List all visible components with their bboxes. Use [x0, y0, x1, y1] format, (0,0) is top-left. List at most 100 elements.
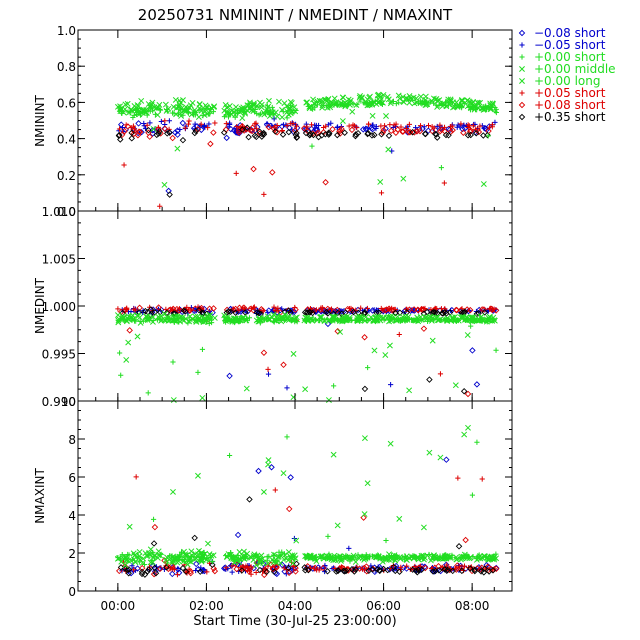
yticks-nmaxint: 0 2 4 6 8 10 [61, 395, 512, 599]
data-point [270, 125, 278, 132]
data-point [228, 562, 235, 569]
data-point [254, 126, 260, 132]
data-point [124, 315, 131, 322]
data-point [156, 128, 163, 135]
data-point [119, 124, 126, 131]
data-point [464, 132, 472, 139]
data-point [469, 314, 476, 321]
data-point [242, 553, 249, 560]
data-point [417, 314, 424, 320]
data-point [253, 120, 259, 126]
data-point [324, 568, 331, 575]
data-point [474, 439, 480, 445]
data-point [145, 390, 151, 396]
data-point [223, 565, 229, 571]
data-point [211, 315, 218, 321]
data-point [287, 98, 294, 105]
data-point [246, 315, 253, 321]
data-point [121, 127, 128, 135]
data-point [361, 511, 368, 518]
data-point [353, 102, 360, 109]
data-point [325, 397, 332, 404]
data-point [115, 306, 121, 312]
data-point [470, 123, 476, 129]
data-point [303, 121, 309, 127]
data-point [339, 94, 346, 101]
data-point [311, 553, 317, 560]
data-point [396, 100, 402, 106]
data-point [226, 103, 233, 109]
data-point [387, 127, 395, 135]
data-point [243, 124, 251, 131]
data-point [211, 567, 219, 575]
data-point [339, 118, 346, 124]
data-point [247, 305, 254, 313]
data-point [465, 124, 471, 131]
data-point [195, 472, 201, 479]
data-point [474, 99, 481, 106]
data-point [202, 315, 209, 322]
data-point [158, 118, 164, 125]
data-point [144, 553, 151, 560]
data-point [273, 129, 281, 136]
data-point [354, 314, 360, 321]
data-point [441, 309, 448, 316]
data-point [450, 104, 457, 111]
data-point [399, 128, 407, 135]
data-point [121, 162, 127, 168]
data-point [324, 555, 331, 562]
data-point [365, 121, 372, 127]
legend-marker [519, 54, 525, 60]
data-point [371, 347, 378, 354]
data-point [302, 386, 309, 393]
data-point [247, 127, 254, 134]
x-tick-label: 04:00 [278, 599, 313, 613]
data-point [227, 308, 234, 316]
data-point [125, 339, 132, 346]
data-point [406, 121, 412, 127]
data-point [350, 122, 356, 128]
data-point [328, 120, 334, 126]
data-point [272, 487, 278, 493]
data-point [356, 314, 363, 321]
data-point [429, 568, 437, 575]
data-point [189, 99, 196, 106]
data-point [292, 306, 299, 313]
data-point [232, 104, 239, 111]
data-point [147, 559, 154, 566]
data-point [141, 120, 147, 127]
data-point [204, 104, 210, 111]
data-point [453, 556, 460, 563]
data-point [231, 559, 238, 566]
data-point [246, 496, 253, 503]
data-point [443, 567, 451, 575]
data-point [371, 131, 378, 139]
data-point [239, 106, 246, 113]
data-point [253, 102, 260, 109]
data-point [319, 564, 327, 572]
data-point [370, 122, 376, 128]
data-point [136, 108, 143, 114]
data-point [380, 127, 387, 134]
data-point [453, 554, 460, 561]
data-point [390, 563, 398, 571]
data-point [376, 566, 383, 574]
data-point [400, 564, 407, 571]
data-point [434, 97, 441, 104]
data-point [205, 125, 211, 131]
data-point [145, 550, 152, 557]
data-point [178, 112, 185, 119]
data-point [306, 132, 314, 139]
data-point [346, 123, 352, 129]
data-point [319, 104, 326, 111]
data-point [360, 514, 367, 521]
data-point [242, 565, 250, 572]
data-point [280, 470, 287, 477]
data-point [204, 569, 210, 575]
data-point [392, 309, 399, 317]
data-point [209, 319, 215, 326]
data-point [311, 100, 318, 107]
data-point [285, 106, 292, 113]
data-point [325, 129, 333, 136]
data-point [307, 130, 314, 137]
